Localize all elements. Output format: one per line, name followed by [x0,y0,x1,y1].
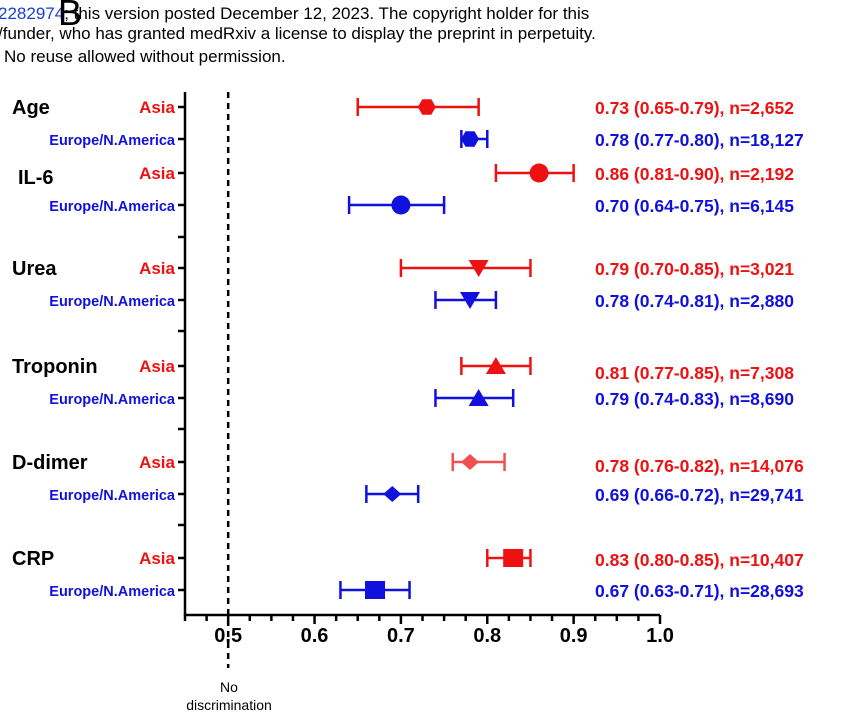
region-label-europe: Europe/N.America [49,392,176,408]
marker-square [503,549,524,567]
marker-diamond [383,486,402,502]
marker-triangle-up [485,357,506,374]
group-name: Urea [12,258,57,280]
group-name: Age [12,97,50,119]
marker-square [365,581,385,599]
x-tick-label: 0.7 [387,625,415,647]
region-label-europe: Europe/N.America [49,199,176,215]
group-name: IL-6 [18,167,54,189]
estimate-label: 0.67 (0.63-0.71), n=28,693 [595,581,804,601]
marker-circle [391,195,411,215]
x-tick-label: 0.6 [301,625,329,647]
estimate-label: 0.70 (0.64-0.75), n=6,145 [595,196,794,216]
banner-line-1: 2282974; this version posted December 12… [0,4,589,24]
marker-triangle-down [460,292,480,309]
estimate-label: 0.78 (0.77-0.80), n=18,127 [595,130,804,150]
region-label-asia: Asia [139,164,175,183]
no-discrimination-label: No discrimination [164,678,294,714]
estimate-label: 0.73 (0.65-0.79), n=2,652 [595,98,794,118]
marker-hexagon [417,99,436,115]
estimate-label: 0.78 (0.76-0.82), n=14,076 [595,456,804,476]
region-label-europe: Europe/N.America [49,584,176,600]
x-tick-label: 0.5 [214,625,242,647]
group-name: CRP [12,548,54,570]
estimate-label: 0.69 (0.66-0.72), n=29,741 [595,485,804,505]
group-name: Troponin [12,356,98,378]
region-label-asia: Asia [139,259,175,278]
banner-line-1-text: ; this version posted December 12, 2023.… [64,4,590,23]
estimate-label: 0.78 (0.74-0.81), n=2,880 [595,291,794,311]
region-label-europe: Europe/N.America [49,133,176,149]
preprint-banner: 2282974; this version posted December 12… [0,0,851,92]
panel-letter: B [58,0,83,33]
region-label-asia: Asia [139,98,175,117]
marker-diamond [461,454,479,470]
marker-hexagon [461,131,479,147]
marker-circle [529,163,549,183]
estimate-label: 0.86 (0.81-0.90), n=2,192 [595,164,794,184]
region-label-asia: Asia [139,453,175,472]
banner-line-3: No reuse allowed without permission. [4,47,286,66]
estimate-label: 0.79 (0.70-0.85), n=3,021 [595,259,794,279]
doi-link[interactable]: 2282974 [0,4,65,23]
x-tick-label: 0.8 [473,625,501,647]
marker-triangle-up [468,389,489,406]
no-discrimination-line-1: No [220,679,238,695]
region-label-europe: Europe/N.America [49,294,176,310]
banner-line-2: /funder, who has granted medRxiv a licen… [0,24,596,43]
estimate-label: 0.79 (0.74-0.83), n=8,690 [595,389,794,409]
region-label-asia: Asia [139,549,175,568]
estimate-label: 0.83 (0.80-0.85), n=10,407 [595,550,804,570]
estimate-label: 0.81 (0.77-0.85), n=7,308 [595,363,794,383]
group-name: D-dimer [12,452,88,474]
x-tick-label: 0.9 [560,625,588,647]
x-tick-label: 1.0 [646,625,674,647]
region-label-asia: Asia [139,357,175,376]
no-discrimination-line-2: discrimination [186,697,272,713]
marker-triangle-down [468,260,489,277]
region-label-europe: Europe/N.America [49,488,176,504]
